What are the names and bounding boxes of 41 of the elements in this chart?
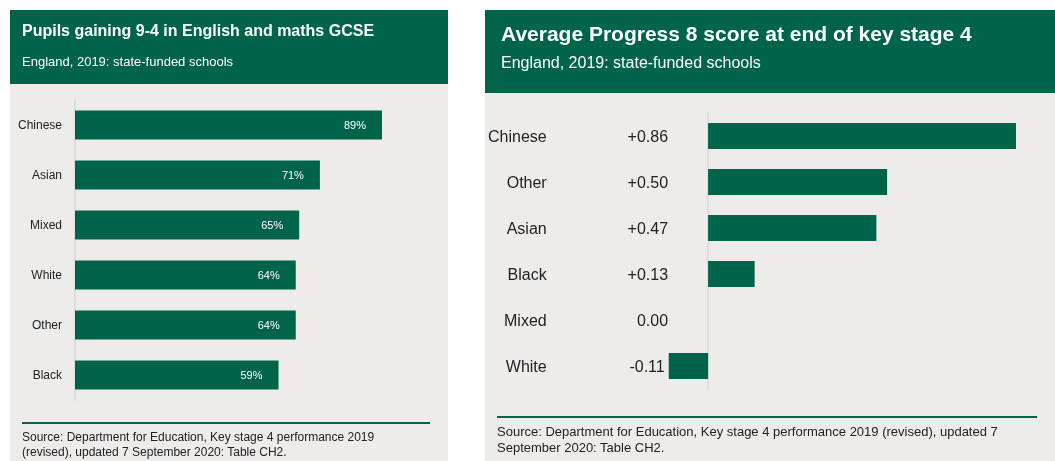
y-tick-label: Asian <box>31 168 62 182</box>
y-tick-label: Other <box>31 318 62 332</box>
y-tick-label: Asian <box>506 219 547 237</box>
data-label: 64% <box>257 269 280 281</box>
data-label: -0.11 <box>629 357 665 375</box>
bar <box>75 260 296 290</box>
data-label: 71% <box>281 169 305 181</box>
data-label: 89% <box>343 119 367 131</box>
data-label: +0.86 <box>627 127 669 145</box>
bar <box>75 110 382 140</box>
y-tick-label: Black <box>507 265 548 283</box>
data-label: +0.50 <box>627 173 669 191</box>
y-tick-label: Chinese <box>17 118 63 132</box>
data-label: 65% <box>261 219 284 231</box>
y-tick-label: White <box>505 357 547 375</box>
source-note: Source: Department for Education, Key stage 4 performance 2019 (revised), updated 7 September 2020: Table CH2. <box>22 430 376 460</box>
bar <box>75 160 320 190</box>
chart-title: Average Progress 8 score at end of key stage 4 <box>501 22 973 46</box>
bar <box>708 215 877 241</box>
bar <box>708 169 888 195</box>
source-note: Source: Department for Education, Key stage 4 performance 2019 (revised), updated 7 September 2020: Table CH2. <box>497 424 999 457</box>
y-tick-label: White <box>31 268 63 282</box>
bar <box>708 261 755 287</box>
data-label: +0.47 <box>627 219 669 237</box>
y-tick-label: Chinese <box>488 127 547 145</box>
bar <box>668 353 709 379</box>
bar <box>75 360 279 390</box>
bar <box>708 123 1016 149</box>
data-label: 59% <box>240 369 263 381</box>
bar <box>75 310 296 340</box>
chart-title: Pupils gaining 9-4 in English and maths GCSE <box>22 22 376 40</box>
y-tick-label: Mixed <box>504 311 547 329</box>
chart-subtitle: England, 2019: state-funded schools <box>22 54 235 69</box>
y-tick-label: Other <box>506 173 548 191</box>
y-tick-label: Mixed <box>29 218 62 232</box>
y-tick-label: Black <box>32 368 63 382</box>
data-label: +0.13 <box>627 265 669 283</box>
data-label: 64% <box>257 319 280 331</box>
bar <box>75 210 300 240</box>
data-label: 0.00 <box>636 311 669 329</box>
chart-subtitle: England, 2019: state-funded schools <box>501 54 762 72</box>
